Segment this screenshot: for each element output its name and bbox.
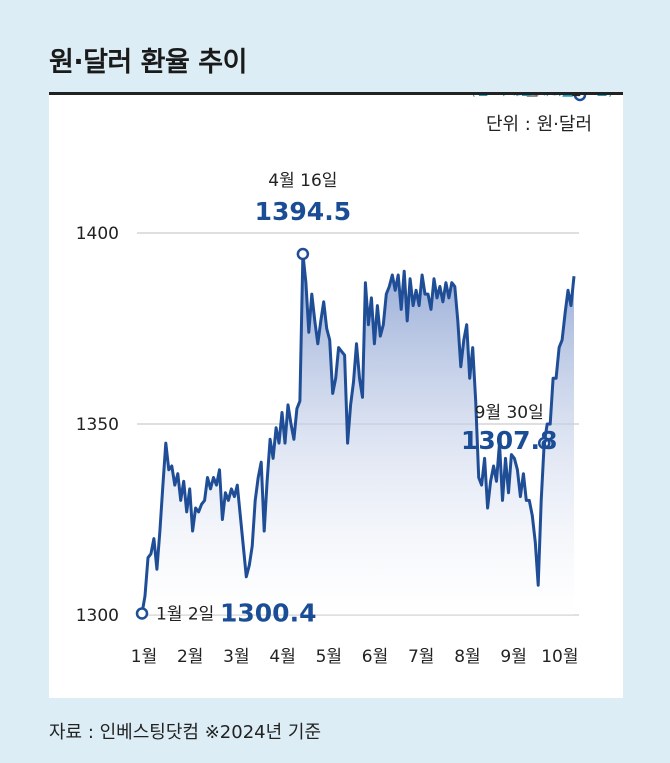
source-note: 자료 : 인베스팅닷컴 ※2024년 기준 [49, 722, 322, 743]
low-value-label: 1307.8 [461, 426, 557, 455]
x-tick-8: 8월 [454, 647, 480, 667]
chart-panel: 단위 : 원·달러 1300 1350 1400 1월 2월 3월 4월 5월 6월 7월 8월 9… [49, 95, 623, 698]
x-tick-3: 3월 [223, 647, 249, 667]
exchange-rate-chart: 단위 : 원·달러 1300 1350 1400 1월 2월 3월 4월 5월 6월 7월 8월 9… [76, 95, 613, 667]
y-tick-1350: 1350 [76, 415, 119, 435]
x-tick-5: 5월 [316, 647, 342, 667]
x-tick-6: 6월 [362, 647, 388, 667]
chart-title: 원·달러 환율 추이 [49, 47, 247, 78]
start-marker [135, 607, 149, 620]
last-change-label: (전 거래일 대비▲8.5원) [470, 95, 613, 99]
x-tick-4: 4월 [269, 647, 295, 667]
unit-label: 단위 : 원·달러 [486, 114, 592, 135]
x-tick-2: 2월 [177, 647, 203, 667]
last-date-label: 10월 25일 [502, 95, 582, 100]
y-tick-1400: 1400 [76, 224, 119, 244]
area-fill [142, 254, 574, 615]
peak-marker [296, 247, 310, 261]
series-line [140, 252, 576, 614]
x-tick-9: 9월 [500, 647, 526, 667]
last-marker [573, 95, 587, 102]
peak-value-label: 1394.5 [255, 197, 351, 226]
start-date-label: 1월 2일 [156, 604, 214, 624]
peak-date-label: 4월 16일 [268, 171, 337, 191]
x-tick-1: 1월 [131, 647, 157, 667]
title-rule [49, 92, 623, 95]
x-tick-10: 10월 [541, 647, 578, 667]
low-marker [537, 436, 551, 450]
last-value-label: 1388.7 [494, 95, 590, 101]
x-tick-7: 7월 [408, 647, 434, 667]
start-value-label: 1300.4 [220, 598, 316, 627]
low-date-label: 9월 30일 [475, 403, 544, 423]
y-tick-1300: 1300 [76, 606, 119, 626]
